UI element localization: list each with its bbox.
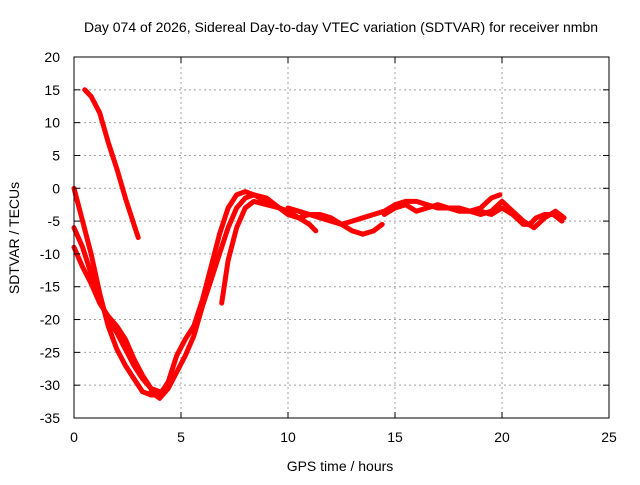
- series-line-track-f: [219, 198, 319, 306]
- series-line-track-a: [82, 87, 141, 240]
- x-tick-label: 25: [601, 429, 617, 445]
- series-line-track-e: [148, 192, 385, 401]
- y-tick-label: 20: [44, 49, 60, 65]
- series-line-track-h: [381, 198, 567, 231]
- y-tick-label: 10: [44, 115, 60, 131]
- x-tick-label: 15: [387, 429, 403, 445]
- x-axis-label: GPS time / hours: [287, 458, 394, 474]
- y-tick-label: -5: [48, 213, 61, 229]
- x-tick-label: 20: [494, 429, 510, 445]
- series-line-track-b: [71, 185, 171, 398]
- x-tick-label: 5: [177, 429, 185, 445]
- series-line-track-i: [478, 205, 565, 227]
- grid: [74, 57, 609, 418]
- y-tick-label: 15: [44, 82, 60, 98]
- y-tick-label: -10: [40, 246, 60, 262]
- x-tick-label: 10: [280, 429, 296, 445]
- y-tick-label: -20: [40, 312, 60, 328]
- series-group: [71, 87, 567, 401]
- series-line-track-c: [71, 189, 282, 398]
- chart-title: Day 074 of 2026, Sidereal Day-to-day VTE…: [84, 19, 598, 35]
- y-tick-label: -25: [40, 344, 60, 360]
- ticks: 0 5 10 15 20 25 20 15 10 5 0 -5 -10 -15 -20 -25 -30 -35: [40, 49, 617, 445]
- y-tick-label: -15: [40, 279, 60, 295]
- x-tick-label: 0: [70, 429, 78, 445]
- y-axis-label: SDTVAR / TECUs: [6, 182, 22, 294]
- y-tick-label: 0: [52, 180, 60, 196]
- y-tick-label: -35: [40, 410, 60, 426]
- series-line-track-d: [71, 244, 163, 395]
- y-tick-label: -30: [40, 377, 60, 393]
- y-tick-label: 5: [52, 147, 60, 163]
- plot-frame: [73, 56, 610, 419]
